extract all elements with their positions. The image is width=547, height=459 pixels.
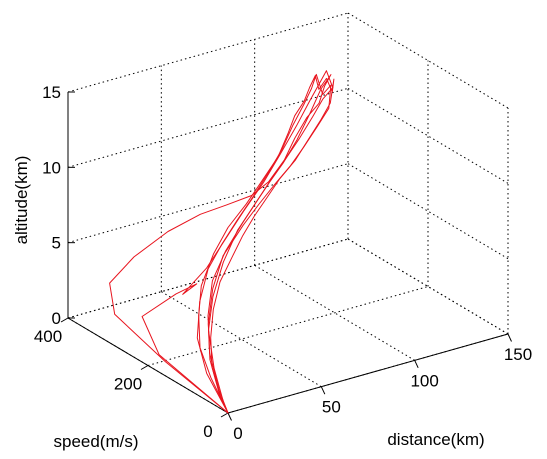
series-traces	[109, 70, 335, 414]
back-wall-grid-line	[67, 238, 349, 319]
x-tick-label: 100	[410, 371, 438, 390]
z-tick-label: 5	[52, 234, 61, 253]
y-axis-label: speed(m/s)	[53, 432, 138, 451]
y-tick-label: 0	[203, 422, 212, 441]
x-tick-mark	[414, 360, 419, 369]
x-tick-mark	[320, 386, 326, 395]
axes	[60, 91, 512, 421]
x-tick-label: 50	[322, 398, 341, 417]
z-tick-label: 10	[42, 158, 61, 177]
z-tick-label: 0	[52, 309, 61, 328]
y-tick-label: 400	[34, 327, 62, 346]
x-tick-label: 150	[504, 345, 532, 364]
x-axis-line	[227, 333, 509, 414]
back-wall-grid-line	[67, 163, 349, 244]
z-axis-label: altitude(km)	[12, 156, 31, 245]
x-tick-mark	[227, 412, 232, 421]
z-tick-label: 15	[42, 83, 61, 102]
y-tick-mark	[220, 412, 229, 418]
floor-grid-line	[147, 286, 429, 366]
series-trace-2	[109, 74, 332, 414]
y-tick-label: 200	[114, 375, 142, 394]
y-tick-mark	[60, 317, 69, 323]
floor-grid-line	[161, 291, 322, 388]
x-tick-label: 0	[233, 424, 242, 443]
back-wall-grid-line	[67, 87, 349, 168]
y-tick-mark	[140, 365, 149, 370]
x-axis-label: distance(km)	[387, 430, 484, 449]
series-trace-1	[198, 75, 335, 414]
series-trace-4	[141, 70, 334, 414]
back-wall-grid-line	[67, 12, 349, 93]
x-tick-mark	[507, 333, 512, 342]
series-trace-3	[196, 73, 332, 414]
